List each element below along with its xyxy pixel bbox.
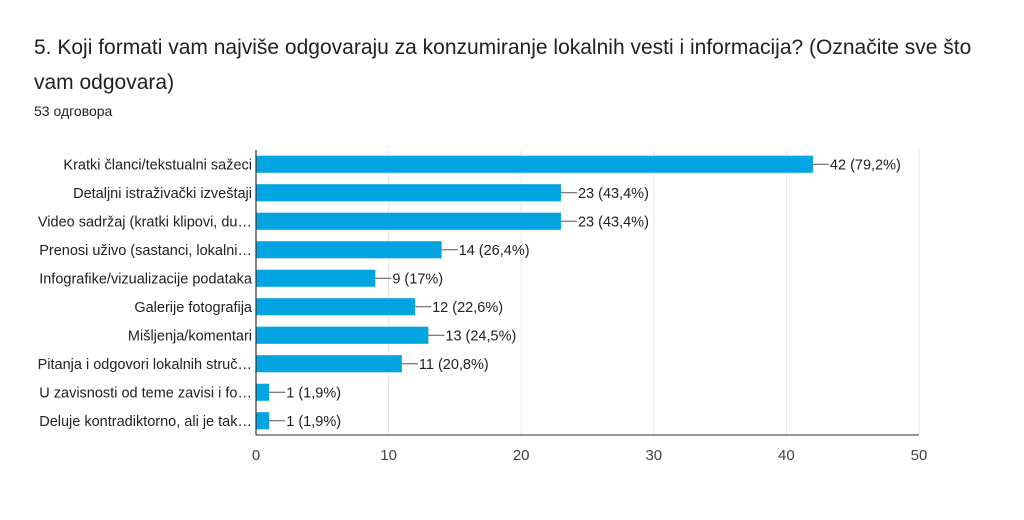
category-label: Deluje kontradiktorno, ali je tak… — [39, 414, 252, 430]
x-tick-label: 50 — [911, 447, 928, 464]
data-label: 1 (1,9%) — [286, 385, 341, 401]
category-label: Pitanja i odgovori lokalnih struč… — [38, 357, 252, 373]
data-label: 23 (43,4%) — [578, 186, 649, 202]
question-title: 5. Koji formati vam najviše odgovaraju z… — [34, 36, 972, 94]
category-label: Infografike/vizualizacije podataka — [39, 271, 253, 287]
x-tick-label: 10 — [380, 447, 397, 464]
data-label: 9 (17%) — [392, 271, 443, 287]
data-label: 12 (22,6%) — [432, 300, 503, 316]
category-label: U zavisnosti od teme zavisi i fo… — [39, 385, 252, 401]
data-label: 13 (24,5%) — [445, 328, 516, 344]
x-tick-label: 30 — [645, 447, 662, 464]
x-tick-label: 20 — [513, 447, 530, 464]
bar — [256, 212, 561, 230]
bar — [256, 184, 561, 202]
data-label: 1 (1,9%) — [286, 414, 341, 430]
data-label: 23 (43,4%) — [578, 214, 649, 230]
category-label: Prenosi uživo (sastanci, lokalni… — [39, 243, 252, 259]
category-label: Mišljenja/komentari — [128, 328, 252, 344]
data-label: 11 (20,8%) — [419, 357, 489, 373]
category-label: Galerije fotografija — [134, 300, 253, 316]
bar — [256, 355, 402, 373]
data-label: 14 (26,4%) — [459, 243, 530, 259]
bar — [256, 155, 813, 173]
category-label: Video sadržaj (kratki klipovi, du… — [38, 214, 252, 230]
x-tick-label: 40 — [778, 447, 795, 464]
bar — [256, 241, 442, 259]
bar — [256, 383, 270, 401]
category-label: Detaljni istraživački izveštaji — [73, 186, 252, 202]
data-label: 42 (79,2%) — [830, 157, 901, 173]
response-count: 53 одговора — [34, 103, 113, 119]
bar — [256, 269, 376, 287]
bar — [256, 298, 416, 316]
x-tick-label: 0 — [252, 447, 260, 464]
bar — [256, 326, 429, 344]
category-label: Kratki članci/tekstualni sažeci — [63, 157, 252, 173]
bar — [256, 412, 270, 430]
